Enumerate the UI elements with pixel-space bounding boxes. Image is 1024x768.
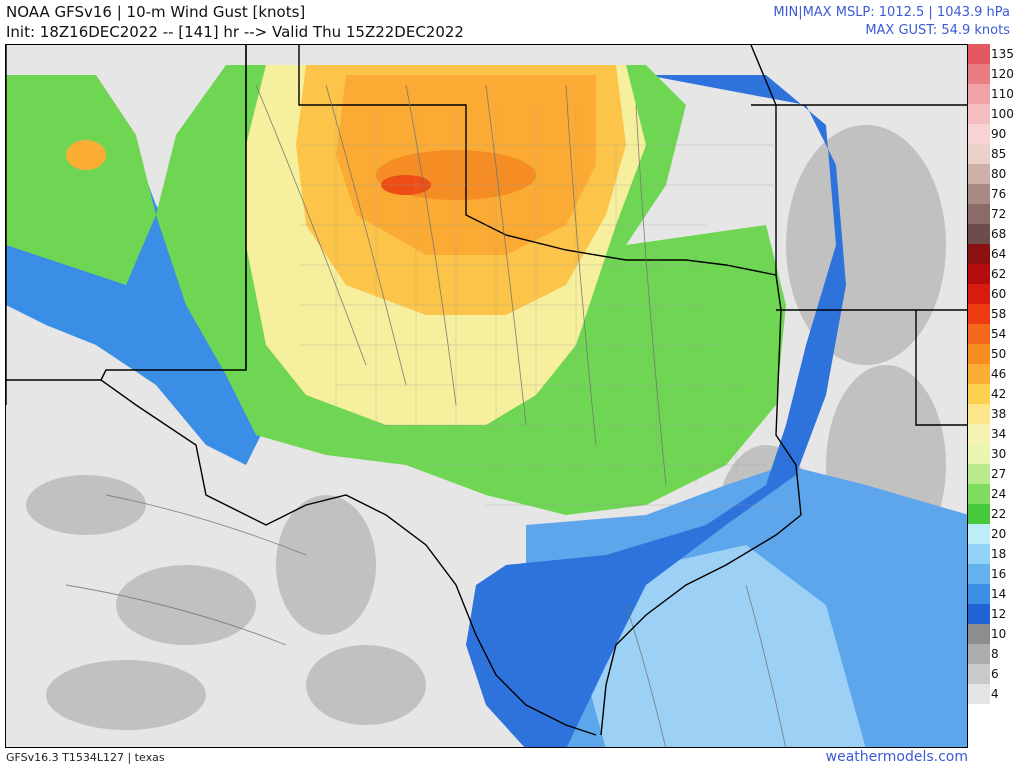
colorbar-level-label: 85 [991, 147, 1007, 161]
colorbar-level-label: 12 [991, 607, 1007, 621]
mslp-range: MIN|MAX MSLP: 1012.5 | 1043.9 hPa [773, 5, 1010, 20]
colorbar-level-label: 24 [991, 487, 1007, 501]
max-gust: MAX GUST: 54.9 knots [865, 23, 1010, 38]
colorbar-level-label: 54 [991, 327, 1007, 341]
colorbar-level-label: 64 [991, 247, 1007, 261]
colorbar-swatch [968, 364, 990, 384]
colorbar-swatch [968, 144, 990, 164]
colorbar-level-label: 90 [991, 127, 1007, 141]
colorbar-swatch [968, 264, 990, 284]
colorbar-swatch [968, 684, 990, 704]
colorbar-swatch [968, 544, 990, 564]
colorbar-swatch [968, 484, 990, 504]
colorbar-swatch [968, 404, 990, 424]
colorbar-swatch [968, 344, 990, 364]
colorbar-level-label: 110 [991, 87, 1014, 101]
colorbar-level-label: 60 [991, 287, 1007, 301]
model-id: GFSv16.3 T1534L127 | texas [6, 751, 165, 764]
colorbar-swatch [968, 584, 990, 604]
gulf-light [566, 545, 866, 747]
nw-orange-spot [66, 140, 106, 170]
colorbar-swatch [968, 84, 990, 104]
colorbar-swatch [968, 504, 990, 524]
colorbar-level-label: 50 [991, 347, 1007, 361]
colorbar-level-label: 42 [991, 387, 1007, 401]
colorbar-swatch [968, 324, 990, 344]
colorbar-level-label: 20 [991, 527, 1007, 541]
colorbar-level-label: 76 [991, 187, 1007, 201]
map-title: NOAA GFSv16 | 10-m Wind Gust [knots] [6, 3, 306, 21]
colorbar-swatch [968, 104, 990, 124]
colorbar-swatch [968, 44, 990, 64]
colorbar-swatch [968, 564, 990, 584]
colorbar-level-label: 80 [991, 167, 1007, 181]
colorbar-swatch [968, 284, 990, 304]
colorbar-level-label: 34 [991, 427, 1007, 441]
county-grid [299, 105, 776, 506]
colorbar-swatch [968, 644, 990, 664]
colorbar-swatch [968, 604, 990, 624]
colorbar-level-label: 46 [991, 367, 1007, 381]
colorbar-level-label: 16 [991, 567, 1007, 581]
init-valid-line: Init: 18Z16DEC2022 -- [141] hr --> Valid… [6, 23, 464, 41]
colorbar-level-label: 8 [991, 647, 999, 661]
colorbar-swatch [968, 384, 990, 404]
wind-streamlines [65, 84, 787, 747]
blue-band [466, 75, 846, 747]
colorbar-swatch [968, 424, 990, 444]
colorbar-level-label: 27 [991, 467, 1007, 481]
colorbar-swatch [968, 204, 990, 224]
gust-colorbar [968, 44, 990, 708]
colorbar-level-label: 68 [991, 227, 1007, 241]
colorbar-swatch [968, 524, 990, 544]
map-canvas [6, 45, 967, 747]
colorbar-level-label: 58 [991, 307, 1007, 321]
colorbar-swatch [968, 624, 990, 644]
header-left: NOAA GFSv16 | 10-m Wind Gust [knots] Ini… [6, 2, 464, 42]
colorbar-swatch [968, 304, 990, 324]
colorbar-level-label: 6 [991, 667, 999, 681]
wind-gust-map [5, 44, 968, 748]
colorbar-level-label: 4 [991, 687, 999, 701]
colorbar-swatch [968, 244, 990, 264]
colorbar-level-label: 62 [991, 267, 1007, 281]
colorbar-swatch [968, 164, 990, 184]
colorbar-level-label: 22 [991, 507, 1007, 521]
colorbar-swatch [968, 664, 990, 684]
colorbar-level-label: 18 [991, 547, 1007, 561]
colorbar-swatch [968, 464, 990, 484]
colorbar-swatch [968, 64, 990, 84]
site-credit: weathermodels.com [825, 749, 968, 765]
colorbar-level-label: 38 [991, 407, 1007, 421]
state-borders [6, 45, 967, 736]
colorbar-level-label: 30 [991, 447, 1007, 461]
colorbar-level-label: 135 [991, 47, 1014, 61]
colorbar-level-label: 14 [991, 587, 1007, 601]
coastline [600, 514, 802, 736]
colorbar-level-label: 10 [991, 627, 1007, 641]
colorbar-swatch [968, 184, 990, 204]
colorbar-level-label: 120 [991, 67, 1014, 81]
colorbar-swatch [968, 444, 990, 464]
colorbar-level-label: 72 [991, 207, 1007, 221]
colorbar-level-label: 100 [991, 107, 1014, 121]
header-right: MIN|MAX MSLP: 1012.5 | 1043.9 hPa MAX GU… [773, 4, 1010, 40]
colorbar-swatch [968, 224, 990, 244]
colorbar-swatch [968, 124, 990, 144]
nw-green [6, 75, 156, 285]
